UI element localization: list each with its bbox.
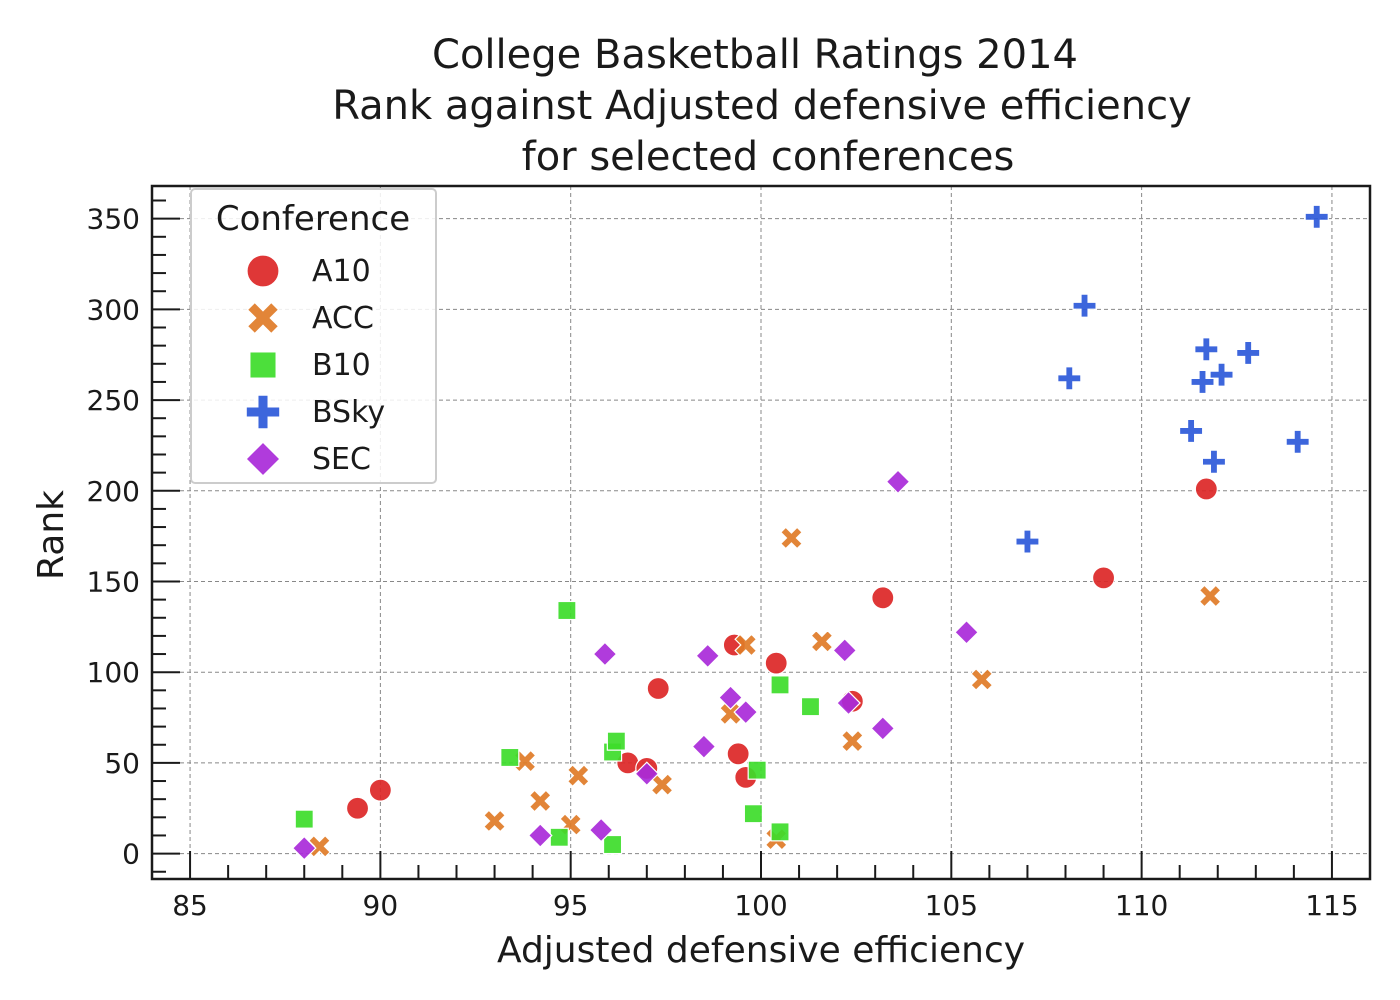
x-tick-label: 110 (1115, 889, 1168, 922)
y-tick-label: 0 (122, 838, 140, 871)
point-a10 (1091, 566, 1116, 590)
point-b10 (770, 675, 790, 695)
point-sec (870, 716, 896, 741)
point-bsky (1194, 337, 1219, 362)
point-bsky (1304, 204, 1329, 229)
chart-title: College Basketball Ratings 2014 Rank aga… (332, 32, 1192, 180)
x-tick-label: 95 (553, 889, 589, 922)
legend: Conference A10 ACC B10 BSky SEC (190, 188, 437, 484)
point-b10 (743, 804, 764, 824)
point-a10 (1194, 477, 1218, 501)
point-bsky (1190, 369, 1215, 395)
title-line-3: for selected conferences (522, 134, 1015, 180)
x-tick-label: 90 (363, 889, 399, 922)
point-sec (588, 817, 614, 843)
point-acc (970, 667, 994, 691)
point-acc (810, 629, 834, 653)
data-points (291, 204, 1329, 861)
legend-title: Conference (216, 199, 410, 239)
x-tick-label: 115 (1305, 889, 1358, 922)
point-sec (695, 643, 721, 669)
legend-label-acc: ACC (312, 301, 374, 336)
point-sec (718, 685, 743, 710)
legend-label-bsky: BSky (312, 395, 385, 430)
legend-marker-acc (246, 301, 280, 335)
point-acc (307, 834, 331, 858)
x-tick-label: 100 (734, 889, 787, 922)
grid-lines (152, 186, 1370, 879)
point-a10 (726, 742, 750, 766)
point-a10 (764, 651, 788, 675)
point-acc (528, 789, 552, 813)
y-tick-label: 150 (87, 565, 140, 598)
y-tick-label: 100 (87, 656, 140, 689)
y-axis-label: Rank (31, 490, 72, 580)
legend-label-a10: A10 (312, 254, 371, 289)
point-sec (954, 619, 979, 645)
point-sec (592, 641, 618, 667)
point-a10 (646, 676, 670, 701)
title-line-2: Rank against Adjusted defensive efficien… (332, 83, 1192, 129)
point-acc (566, 764, 590, 788)
point-sec (691, 734, 717, 759)
point-sec (291, 835, 317, 861)
point-b10 (770, 822, 790, 842)
x-tick-label: 105 (925, 889, 978, 922)
point-bsky (1209, 362, 1234, 387)
x-tick-label: 85 (172, 889, 208, 922)
point-b10 (800, 697, 821, 717)
point-acc (483, 809, 507, 833)
legend-marker-sec (245, 441, 281, 477)
point-b10 (294, 809, 314, 829)
y-tick-label: 300 (87, 293, 140, 326)
point-sec (885, 469, 911, 495)
legend-marker-a10 (246, 254, 280, 288)
y-tick-label: 250 (87, 384, 140, 417)
point-bsky (1236, 340, 1261, 366)
legend-label-b10: B10 (312, 348, 371, 383)
point-b10 (549, 827, 569, 847)
point-bsky (1015, 529, 1040, 554)
point-a10 (871, 586, 895, 610)
x-axis-label: Adjusted defensive efficiency (497, 930, 1025, 971)
legend-label-sec: SEC (312, 442, 371, 477)
point-bsky (1178, 418, 1204, 444)
axis-ticks: 85 90 95 100 105 110 115 0 50 100 150 200 250 300 350 (87, 199, 1371, 922)
legend-marker-b10 (249, 351, 277, 379)
point-acc (734, 633, 758, 657)
legend-marker-bsky (245, 394, 281, 430)
point-sec (527, 823, 553, 848)
y-tick-label: 350 (87, 203, 140, 236)
point-bsky (1072, 293, 1097, 318)
point-acc (1198, 584, 1222, 608)
point-bsky (1057, 366, 1082, 391)
point-acc (779, 526, 803, 550)
point-sec (634, 761, 660, 787)
point-a10 (345, 796, 370, 820)
point-b10 (606, 731, 626, 751)
point-acc (840, 729, 864, 753)
point-bsky (1201, 449, 1227, 474)
y-tick-label: 50 (104, 747, 140, 780)
point-sec (733, 699, 759, 725)
point-b10 (747, 760, 767, 780)
point-a10 (368, 778, 392, 802)
point-b10 (557, 600, 577, 621)
point-sec (832, 638, 858, 663)
legend-items: A10 ACC B10 BSky SEC (245, 254, 385, 477)
point-sec (836, 690, 861, 716)
point-bsky (1285, 429, 1310, 454)
point-b10 (500, 747, 520, 768)
y-tick-label: 200 (87, 475, 140, 508)
point-b10 (602, 834, 623, 855)
title-line-1: College Basketball Ratings 2014 (432, 32, 1078, 78)
